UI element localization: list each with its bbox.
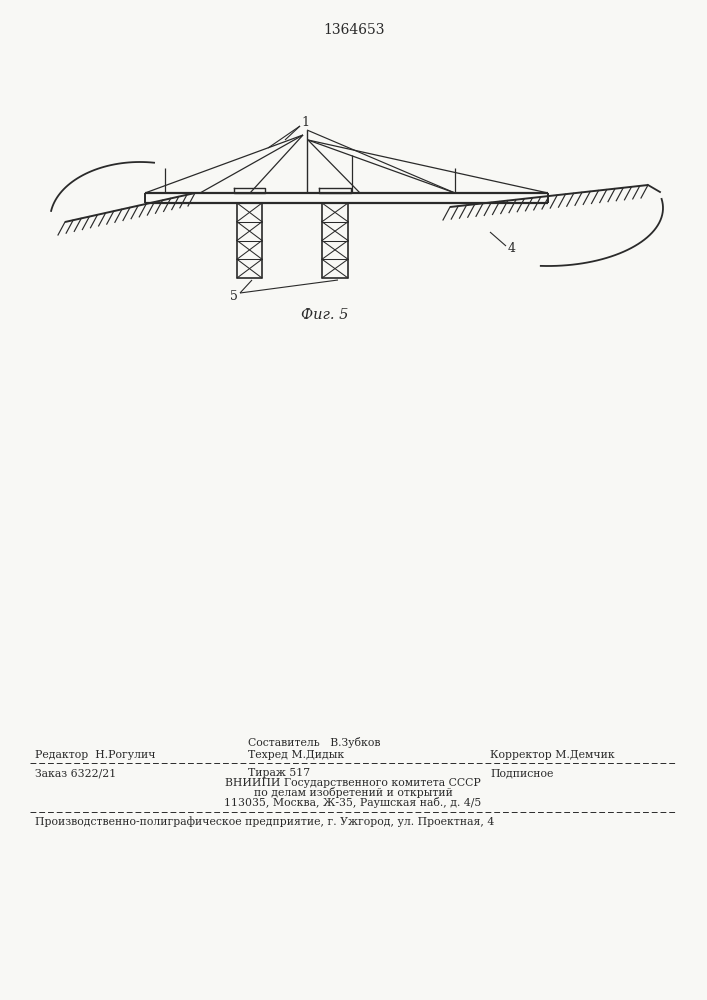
Text: 113035, Москва, Ж-35, Раушская наб., д. 4/5: 113035, Москва, Ж-35, Раушская наб., д. … xyxy=(224,798,481,808)
Text: Производственно-полиграфическое предприятие, г. Ужгород, ул. Проектная, 4: Производственно-полиграфическое предприя… xyxy=(35,817,494,827)
Text: 1364653: 1364653 xyxy=(323,23,385,37)
Text: Тираж 517: Тираж 517 xyxy=(248,768,310,778)
Text: Техред М.Дидык: Техред М.Дидык xyxy=(248,750,344,760)
Text: Заказ 6322/21: Заказ 6322/21 xyxy=(35,768,116,778)
Text: Подписное: Подписное xyxy=(490,768,554,778)
Text: Составитель   В.Зубков: Составитель В.Зубков xyxy=(248,736,380,748)
Text: 4: 4 xyxy=(508,241,516,254)
Text: 1: 1 xyxy=(301,115,309,128)
Text: ВНИИПИ Государственного комитета СССР: ВНИИПИ Государственного комитета СССР xyxy=(225,778,481,788)
Text: 5: 5 xyxy=(230,290,238,304)
Text: Фиг. 5: Фиг. 5 xyxy=(301,308,349,322)
Text: Корректор М.Демчик: Корректор М.Демчик xyxy=(490,750,615,760)
Text: по делам изобретений и открытий: по делам изобретений и открытий xyxy=(254,788,452,798)
Text: Редактор  Н.Рогулич: Редактор Н.Рогулич xyxy=(35,750,156,760)
